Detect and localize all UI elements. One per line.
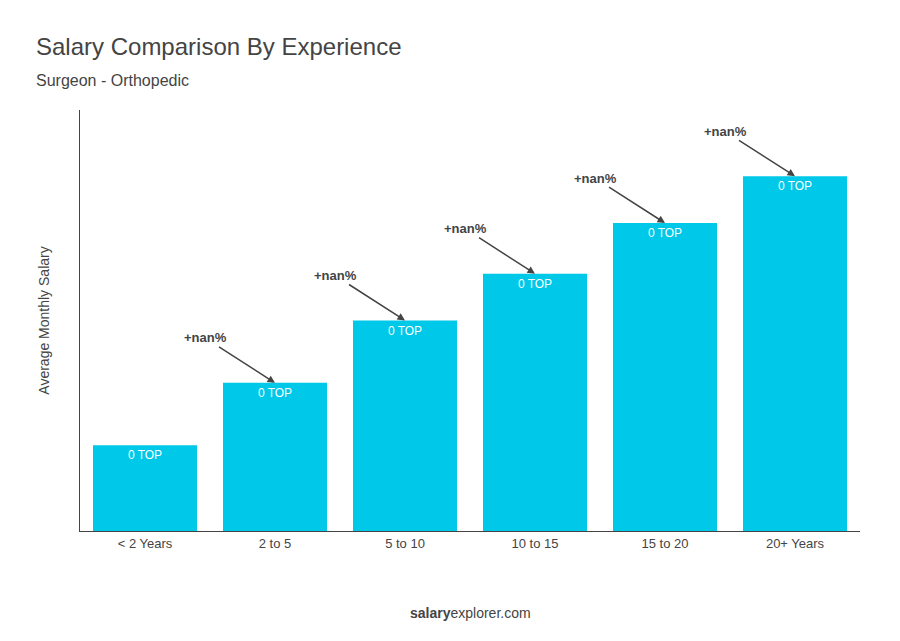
svg-text:0 TOP: 0 TOP [388,324,422,338]
svg-text:Average Monthly Salary: Average Monthly Salary [36,246,52,394]
svg-text:+nan%: +nan% [314,268,357,283]
svg-text:Surgeon - Orthopedic: Surgeon - Orthopedic [36,72,189,89]
svg-text:2 to 5: 2 to 5 [259,536,292,551]
svg-text:Salary Comparison By Experienc: Salary Comparison By Experience [36,33,402,60]
svg-text:+nan%: +nan% [574,171,617,186]
svg-text:0 TOP: 0 TOP [128,448,162,462]
svg-text:+nan%: +nan% [444,221,487,236]
svg-text:20+ Years: 20+ Years [766,536,825,551]
svg-text:5 to 10: 5 to 10 [385,536,425,551]
svg-text:0 TOP: 0 TOP [648,226,682,240]
svg-text:0 TOP: 0 TOP [258,386,292,400]
svg-text:+nan%: +nan% [184,330,227,345]
svg-text:salaryexplorer.com: salaryexplorer.com [410,605,531,621]
svg-text:10 to 15: 10 to 15 [512,536,559,551]
svg-text:< 2 Years: < 2 Years [118,536,173,551]
svg-text:0 TOP: 0 TOP [778,179,812,193]
svg-text:0 TOP: 0 TOP [518,277,552,291]
svg-text:15 to 20: 15 to 20 [642,536,689,551]
svg-text:+nan%: +nan% [704,124,747,139]
